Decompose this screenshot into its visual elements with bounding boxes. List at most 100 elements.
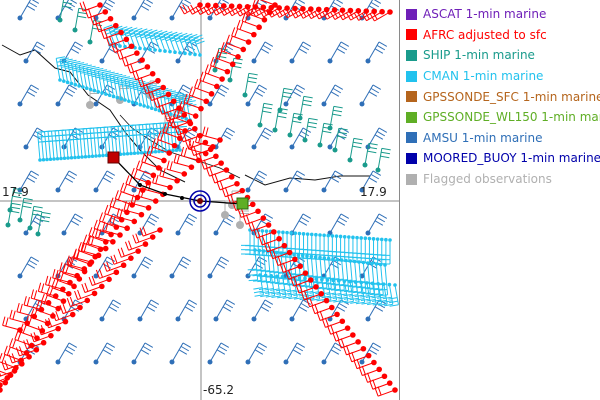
station-dot: [260, 215, 267, 221]
station-dot: [96, 89, 101, 94]
wind-barb-feather: [252, 0, 256, 7]
wind-barb-feather: [64, 349, 74, 355]
station-dot: [17, 273, 23, 279]
wind-barb-feather: [259, 0, 268, 4]
wind-barb-feather: [237, 6, 244, 15]
wind-barb-feather: [373, 0, 382, 4]
station-dot: [351, 235, 355, 240]
wind-barb-staff: [291, 213, 304, 234]
wind-barb-feather: [133, 169, 138, 178]
wind-barb-feather: [269, 7, 275, 16]
wind-barb-feather: [218, 87, 228, 94]
wind-barb-feather: [222, 306, 232, 312]
wind-barb-feather: [277, 115, 287, 119]
legend-label-gpssonde-wl150: GPSSONDE_WL150 1-min marine: [423, 110, 600, 125]
wind-barb-feather: [349, 297, 359, 301]
station-dot: [347, 7, 354, 14]
station-dot: [123, 98, 127, 102]
wind-barb-feather: [293, 293, 303, 297]
station-dot: [257, 122, 263, 128]
wind-barb-feather: [76, 249, 80, 259]
station-dot: [261, 249, 266, 253]
wind-barb-feather: [248, 76, 258, 80]
wind-barb-feather: [98, 212, 103, 222]
station-dot: [378, 262, 383, 267]
wind-barb-feather: [339, 284, 349, 287]
station-dot: [60, 286, 66, 293]
wind-barb-feather: [337, 293, 347, 296]
station-dot: [322, 256, 327, 260]
wind-barb-feather: [135, 233, 140, 243]
wind-barb-feather: [308, 275, 318, 278]
wind-barb-feather: [112, 198, 117, 208]
wind-barb-feather: [355, 301, 365, 305]
station-dot: [128, 43, 135, 50]
legend-item-flagged[interactable]: Flagged observations: [402, 169, 600, 190]
station-dot: [339, 7, 346, 14]
legend-item-ascat[interactable]: ASCAT 1-min marine: [402, 4, 600, 25]
wind-barb-feather: [176, 109, 181, 119]
map-panel[interactable]: 17.9 17.9 -65.2: [0, 0, 400, 400]
station-dot: [334, 311, 340, 318]
wind-barb-feather: [157, 130, 162, 140]
wind-barb-staff: [329, 41, 342, 62]
wind-barb-feather: [167, 116, 172, 125]
wind-barb-feather: [283, 87, 293, 91]
station-dot: [219, 76, 225, 82]
wind-barb-feather: [182, 342, 192, 348]
wind-barb-feather: [90, 235, 95, 245]
station-dot: [277, 107, 283, 113]
wind-barb-feather: [119, 49, 124, 59]
wind-barb-feather: [181, 102, 186, 112]
wind-barb-feather: [276, 292, 286, 295]
wind-barb-feather: [146, 220, 156, 226]
wind-barb-feather: [293, 276, 298, 286]
wind-barb-feather: [31, 0, 40, 4]
station-dot: [90, 154, 95, 159]
wind-barb-feather: [338, 216, 348, 223]
observation-map-canvas[interactable]: [0, 0, 400, 400]
legend-label-cman: CMAN 1-min marine: [423, 69, 544, 84]
wind-barb-feather: [293, 8, 299, 17]
station-dot: [170, 98, 177, 105]
wind-barb-feather: [23, 340, 28, 350]
wind-barb-feather: [71, 60, 81, 64]
wind-barb-feather: [106, 170, 116, 176]
station-dot: [174, 177, 180, 184]
wind-barb-feather: [345, 345, 350, 354]
wind-barb-feather: [147, 84, 157, 88]
station-dot: [169, 112, 173, 116]
wind-barb-staff: [384, 264, 389, 295]
wind-barb-feather: [300, 130, 310, 137]
station-dot: [381, 373, 388, 380]
wind-barb-feather: [110, 255, 115, 265]
wind-barb-feather: [244, 13, 249, 23]
station-dot: [102, 245, 109, 252]
wind-barb-feather: [98, 229, 102, 239]
wind-barb-feather: [32, 213, 42, 217]
wind-barb-feather: [292, 91, 302, 97]
station-dot: [334, 234, 339, 238]
legend-item-amsu[interactable]: AMSU 1-min marine: [402, 128, 600, 149]
wind-barb-feather: [148, 302, 158, 309]
legend-item-cman[interactable]: CMAN 1-min marine: [402, 66, 600, 87]
wind-barb-staff: [89, 128, 93, 157]
wind-barb-staff: [0, 377, 8, 382]
wind-barb-feather: [343, 297, 353, 300]
wind-barb-feather: [93, 219, 98, 229]
wind-barb-feather: [355, 298, 365, 301]
legend-item-ship[interactable]: SHIP 1-min marine: [402, 45, 600, 66]
legend-item-afrc[interactable]: AFRC adjusted to sfc: [402, 25, 600, 46]
wind-barb-feather: [229, 6, 236, 15]
legend-item-gpssonde-wl150[interactable]: GPSSONDE_WL150 1-min marine: [402, 107, 600, 128]
station-dot: [302, 270, 309, 276]
wind-barb-staff: [299, 96, 305, 119]
legend-item-gpssonde-sfc[interactable]: GPSSONDE_SFC 1-min marine: [402, 86, 600, 107]
wind-barb-staff: [173, 162, 192, 168]
wind-barb-feather: [110, 216, 120, 223]
station-dot: [148, 47, 152, 52]
legend-item-moored-buoy[interactable]: MOORED_BUOY 1-min marine: [402, 148, 600, 169]
wind-barb-feather: [180, 1, 190, 8]
wind-barb-staff: [133, 256, 146, 277]
station-dot: [61, 230, 67, 236]
